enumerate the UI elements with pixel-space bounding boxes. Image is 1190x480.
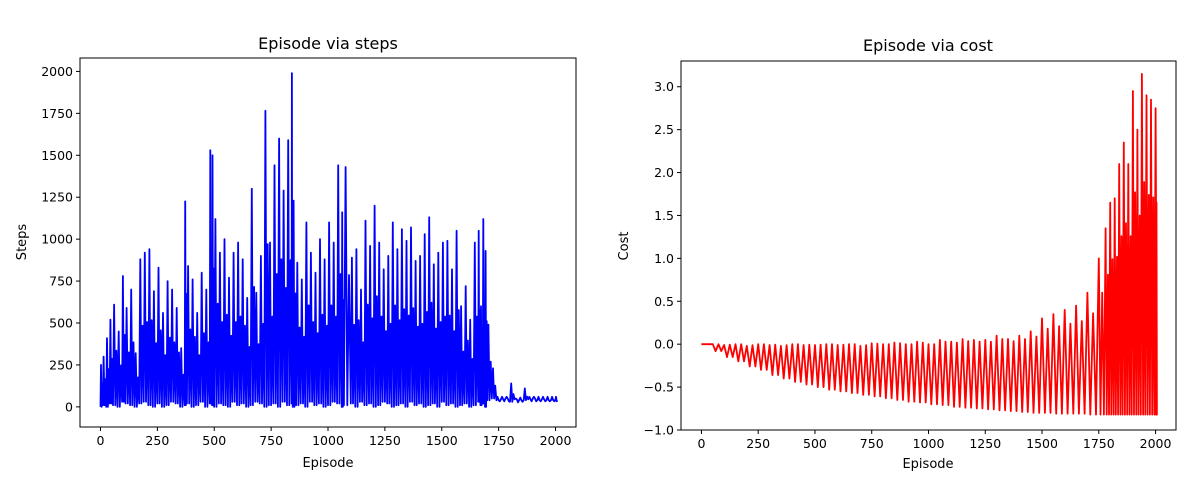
cost-y-tick-label: −1.0 [644,423,674,438]
cost-y-tick-label: 2.5 [654,122,674,137]
cost-x-tick-label: 500 [803,436,827,451]
steps-x-tick-label: 1250 [369,433,401,448]
steps-y-tick-label: 1750 [41,106,73,121]
steps-ticks: 0 250 500 750 1000 1250 1500 1750 2000 0 250 500 750… [41,64,571,448]
steps-y-tick-label: 1500 [41,148,73,163]
steps-y-tick-label: 2000 [41,64,73,79]
steps-x-tick-label: 750 [259,433,283,448]
cost-y-tick-label: 2.0 [654,165,674,180]
steps-chart: Episode via steps Episode Steps 0 250 500 7… [15,34,577,471]
steps-x-axis-label: Episode [302,456,353,471]
cost-plot-area [680,60,1177,431]
cost-x-tick-label: 1500 [1026,436,1058,451]
steps-series-line [99,72,558,408]
steps-y-tick-label: 1000 [41,232,73,247]
cost-x-tick-label: 1750 [1083,436,1115,451]
steps-x-tick-label: 500 [202,433,226,448]
steps-x-tick-label: 2000 [540,433,572,448]
cost-chart: Episode via cost Episode Cost 0 250 500 750… [617,36,1177,472]
cost-y-tick-label: 0.5 [654,294,674,309]
steps-y-tick-label: 500 [49,316,73,331]
steps-y-tick-label: 1250 [41,190,73,205]
cost-x-tick-label: 750 [860,436,884,451]
steps-x-tick-label: 1000 [312,433,344,448]
cost-y-tick-label: 0.0 [654,337,674,352]
cost-y-tick-label: 1.0 [654,251,674,266]
cost-y-tick-label: 3.0 [654,79,674,94]
cost-chart-title: Episode via cost [863,36,993,55]
steps-x-tick-label: 1500 [426,433,458,448]
cost-x-axis-label: Episode [902,457,953,472]
steps-x-tick-label: 1750 [483,433,515,448]
steps-x-tick-label: 0 [97,433,105,448]
cost-x-tick-label: 0 [697,436,705,451]
cost-series-line [701,73,1158,416]
cost-series [701,73,1158,416]
cost-y-axis-label: Cost [617,232,632,261]
steps-y-tick-label: 750 [49,274,73,289]
steps-x-tick-label: 250 [145,433,169,448]
cost-x-tick-label: 1250 [969,436,1001,451]
cost-y-tick-label: −0.5 [644,380,674,395]
cost-ticks: 0 250 500 750 1000 1250 1500 1750 2000 −1.0 −0.5 0.… [644,79,1172,451]
steps-y-tick-label: 250 [49,357,73,372]
steps-y-axis-label: Steps [15,224,30,261]
cost-y-tick-label: 1.5 [654,208,674,223]
steps-chart-title: Episode via steps [258,34,398,53]
cost-x-tick-label: 2000 [1140,436,1172,451]
steps-series [99,72,558,408]
steps-y-tick-label: 0 [65,399,73,414]
cost-x-tick-label: 1000 [913,436,945,451]
cost-x-tick-label: 250 [746,436,770,451]
